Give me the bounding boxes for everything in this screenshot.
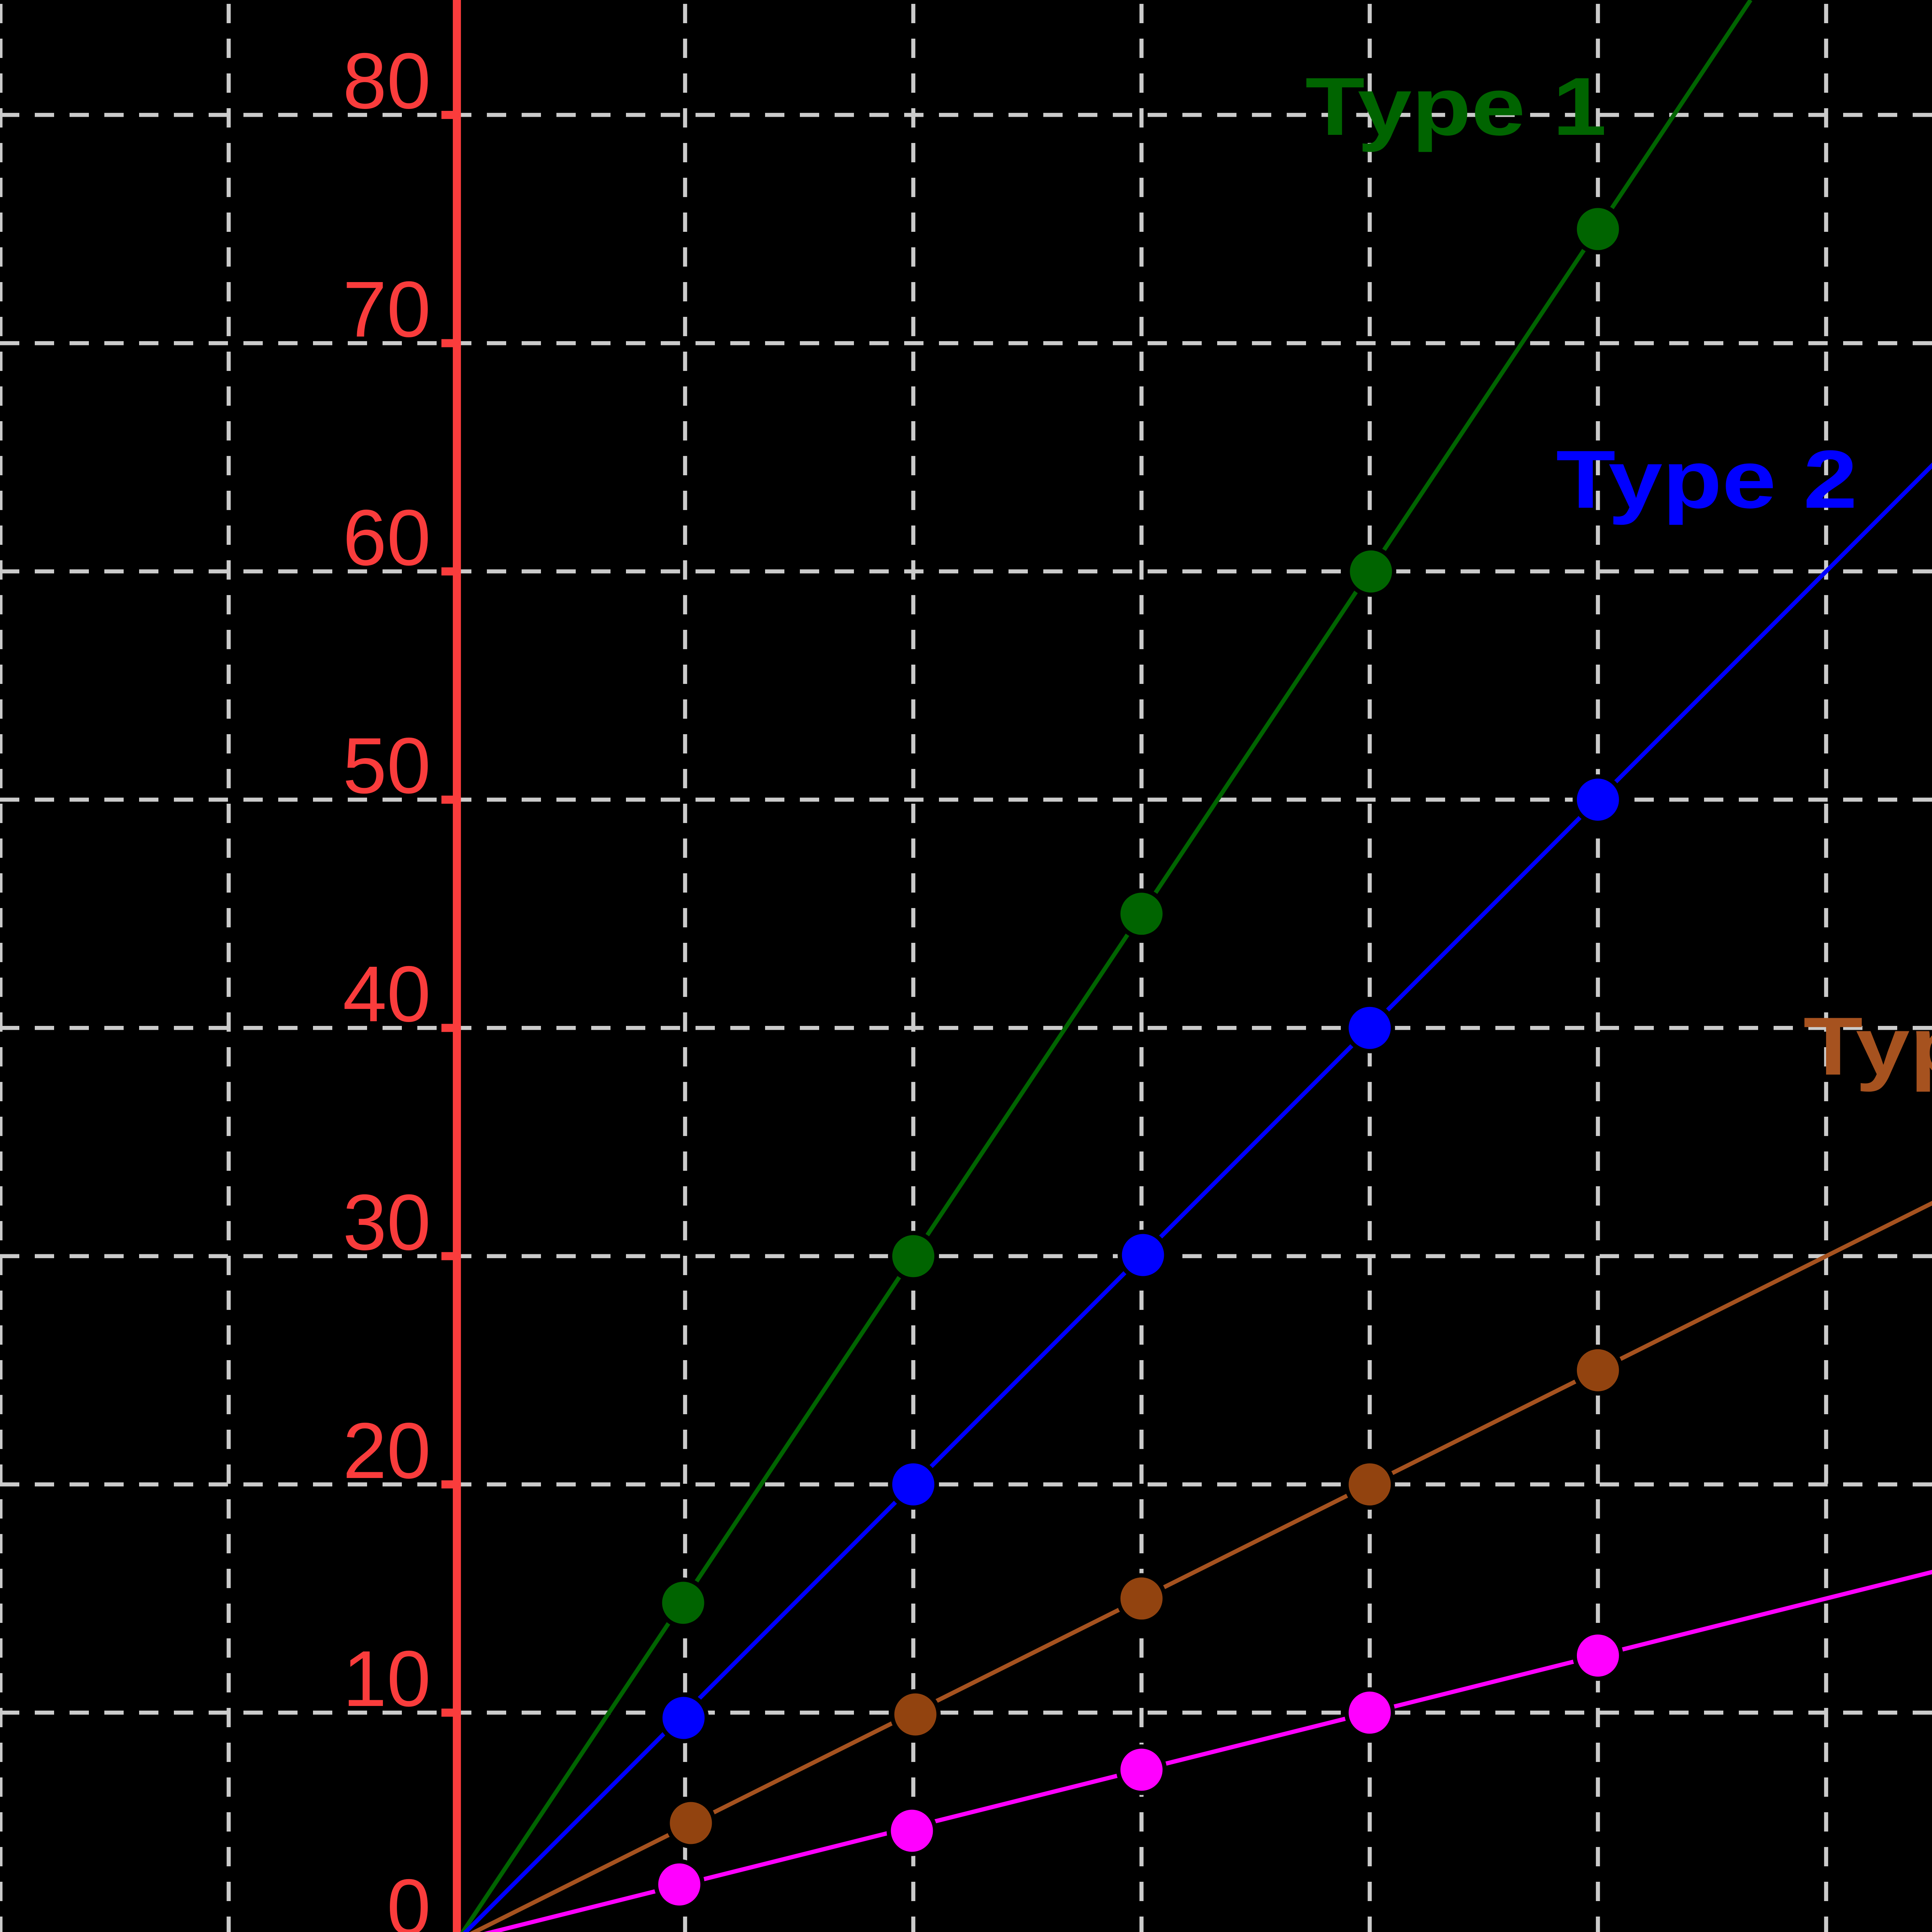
svg-text:0: 0 [387,1863,431,1932]
svg-text:20: 20 [343,1406,431,1495]
svg-text:40: 40 [343,950,431,1038]
svg-text:30: 30 [343,1178,431,1267]
svg-text:Type 2: Type 2 [1556,434,1857,526]
svg-text:70: 70 [343,265,431,354]
svg-text:Type 1: Type 1 [1305,61,1607,153]
svg-text:10: 10 [343,1634,431,1723]
svg-text:60: 60 [343,493,431,582]
svg-text:50: 50 [343,721,431,810]
svg-text:80: 80 [343,37,431,125]
svg-text:Type 3: Type 3 [1803,1000,1932,1092]
